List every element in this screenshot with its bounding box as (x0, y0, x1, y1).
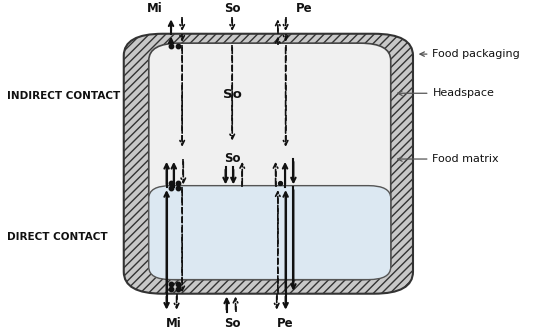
Text: So: So (223, 88, 241, 101)
Text: So: So (224, 317, 240, 330)
FancyBboxPatch shape (149, 186, 391, 280)
Text: Mi: Mi (147, 2, 163, 15)
Text: So: So (224, 152, 240, 165)
Text: Food packaging: Food packaging (420, 49, 520, 59)
Text: So: So (224, 2, 240, 15)
Text: Pe: Pe (277, 317, 293, 330)
Text: DIRECT CONTACT: DIRECT CONTACT (7, 232, 107, 242)
Text: Food matrix: Food matrix (397, 154, 499, 164)
Text: INDIRECT CONTACT: INDIRECT CONTACT (7, 91, 120, 101)
FancyBboxPatch shape (124, 34, 413, 294)
Text: Headspace: Headspace (397, 88, 494, 98)
FancyBboxPatch shape (149, 43, 391, 280)
Text: Pe: Pe (296, 2, 313, 15)
Text: Mi: Mi (166, 317, 182, 330)
